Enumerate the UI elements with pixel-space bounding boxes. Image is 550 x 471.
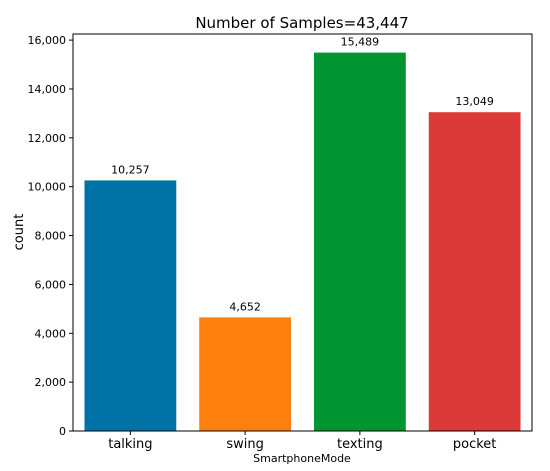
y-tick-label: 12,000 — [28, 132, 67, 145]
plot-frame — [72, 33, 533, 432]
y-axis: 0 2,000 4,000 6,000 8,000 10,000 12,000 14,000 1… — [28, 34, 73, 438]
x-tick-label-talking: talking — [108, 437, 152, 452]
y-tick-label: 6,000 — [35, 278, 67, 291]
x-axis-title: SmartphoneMode — [253, 452, 351, 465]
y-tick-label: 4,000 — [35, 327, 67, 340]
y-axis-title: count — [12, 214, 27, 251]
data-label-swing: 4,652 — [229, 300, 261, 313]
bars-group: 10,257 4,652 15,489 13,049 — [84, 36, 521, 432]
data-label-talking: 10,257 — [111, 163, 150, 176]
bar-talking — [84, 180, 177, 431]
y-tick-label: 2,000 — [35, 376, 67, 389]
y-tick-label: 0 — [59, 425, 66, 438]
x-tick-label-texting: texting — [337, 437, 383, 452]
y-tick-label: 16,000 — [28, 34, 67, 47]
bar-swing — [199, 317, 292, 431]
y-tick-label: 14,000 — [28, 83, 67, 96]
x-axis: talking swing texting pocket — [108, 431, 496, 452]
chart-title: Number of Samples=43,447 — [195, 14, 408, 32]
x-tick-label-pocket: pocket — [453, 437, 497, 452]
data-label-texting: 15,489 — [341, 36, 380, 49]
y-tick-label: 8,000 — [35, 230, 67, 243]
bar-pocket — [428, 112, 521, 432]
bar-texting — [313, 52, 406, 431]
x-tick-label-swing: swing — [226, 437, 264, 452]
y-tick-label: 10,000 — [28, 181, 67, 194]
data-label-pocket: 13,049 — [455, 95, 494, 108]
